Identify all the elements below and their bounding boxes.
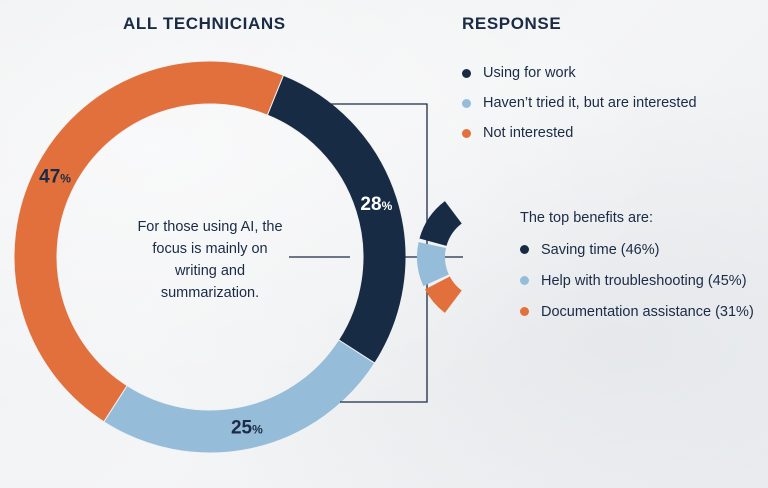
slice-value-label: 25% — [231, 418, 263, 439]
benefit-label: Documentation assistance (31%) — [541, 303, 754, 320]
donut-labels: 28% 25% 47% — [39, 167, 392, 439]
chart-title: ALL TECHNICIANS — [123, 14, 286, 33]
legend-item-interested: Haven’t tried it, but are interested — [462, 88, 697, 118]
donut-slices — [13, 60, 407, 454]
benefit-dot-icon — [520, 245, 529, 254]
benefits-heading: The top benefits are: — [520, 210, 653, 226]
response-title: RESPONSE — [462, 14, 562, 33]
benefit-dot-icon — [520, 276, 529, 285]
benefit-label: Saving time (46%) — [541, 241, 660, 258]
legend-label: Using for work — [483, 65, 576, 81]
benefit-item-documentation: Documentation assistance (31%) — [520, 296, 754, 327]
response-legend: Using for work Haven’t tried it, but are… — [462, 58, 697, 148]
legend-label: Not interested — [483, 125, 574, 141]
slice-not-interested — [13, 60, 285, 423]
benefits-legend: The top benefits are: Saving time (46%) … — [520, 210, 754, 327]
legend-item-not-interested: Not interested — [462, 118, 697, 148]
legend-dot-icon — [462, 68, 471, 78]
legend-dot-icon — [462, 98, 471, 108]
benefit-arc-documentation — [424, 276, 462, 313]
benefit-item-troubleshooting: Help with troubleshooting (45%) — [520, 265, 754, 296]
legend-dot-icon — [462, 128, 471, 138]
slice-value-label: 47% — [39, 167, 71, 188]
benefit-arc-saving-time — [419, 201, 462, 246]
benefit-arc-troubleshooting — [417, 242, 449, 287]
legend-label: Haven’t tried it, but are interested — [483, 95, 697, 111]
slice-value-label: 28% — [360, 194, 392, 215]
benefit-dot-icon — [520, 307, 529, 316]
benefits-arc-chart — [417, 201, 462, 313]
benefit-item-saving-time: Saving time (46%) — [520, 234, 754, 265]
legend-item-using: Using for work — [462, 58, 697, 88]
benefit-label: Help with troubleshooting (45%) — [541, 272, 747, 289]
center-text: For those using AI, the focus is mainly … — [137, 219, 283, 301]
